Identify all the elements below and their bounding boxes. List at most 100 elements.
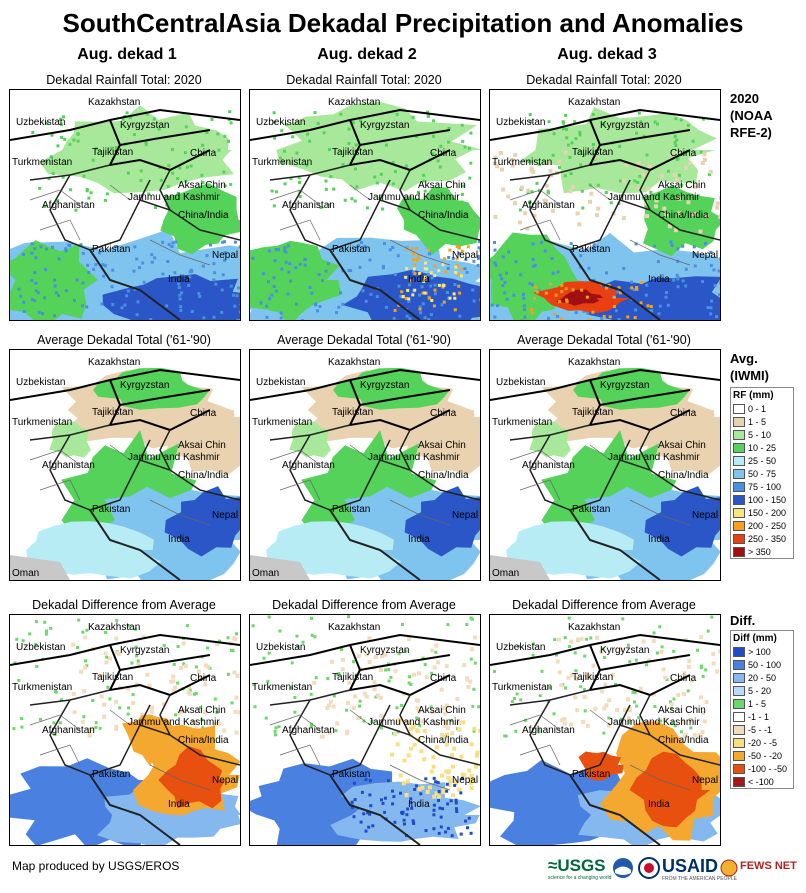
map-panel-rainfall-2020-2: Kazakhstan Uzbekistan Kyrgyzstan Tajikistan… xyxy=(249,89,481,321)
map-label-aksai-chin: Aksai Chin xyxy=(178,180,226,191)
rainfall-legend-label: 10 - 25 xyxy=(748,442,777,453)
map-label-uzbekistan: Uzbekistan xyxy=(256,642,305,653)
map-label-jammu-kashmir: Jammu and Kashmir xyxy=(368,192,460,203)
map-image: Kazakhstan Uzbekistan Kyrgyzstan Tajikistan… xyxy=(250,97,480,320)
difference-legend-label: -100 - -50 xyxy=(748,763,788,774)
row-label-line: RFE-2) xyxy=(730,125,772,140)
map-label-afghanistan: Afghanistan xyxy=(282,725,335,736)
map-label-pakistan: Pakistan xyxy=(572,769,610,780)
map-label-afghanistan: Afghanistan xyxy=(522,200,575,211)
difference-legend-label: -20 - -5 xyxy=(748,737,778,748)
map-label-nepal: Nepal xyxy=(212,250,238,261)
rainfall-legend-label: 25 - 50 xyxy=(748,455,777,466)
row-label-line: (IWMI) xyxy=(730,368,769,383)
rainfall-legend-label: 200 - 250 xyxy=(748,520,787,531)
rainfall-legend-title: RF (mm) xyxy=(733,390,774,401)
map-panel-average-2: Kazakhstan Uzbekistan Kyrgyzstan Tajikistan… xyxy=(249,349,481,581)
difference-legend-item: -1 - 1 xyxy=(731,710,793,723)
map-label-turkmenistan: Turkmenistan xyxy=(252,157,312,168)
panel-title-difference-3: Dekadal Difference from Average xyxy=(512,598,696,612)
map-label-jammu-kashmir: Jammu and Kashmir xyxy=(608,452,700,463)
map-label-tajikistan: Tajikistan xyxy=(332,672,373,683)
rainfall-legend-swatch xyxy=(733,494,745,505)
map-image: Kazakhstan Uzbekistan Kyrgyzstan Tajikistan… xyxy=(250,615,480,845)
difference-legend-label: 5 - 20 xyxy=(748,685,772,696)
map-label-uzbekistan: Uzbekistan xyxy=(496,377,545,388)
map-label-china: China xyxy=(670,408,697,419)
usaid-tagline: FROM THE AMERICAN PEOPLE xyxy=(662,876,737,882)
map-label-tajikistan: Tajikistan xyxy=(92,407,133,418)
map-label-aksai-chin: Aksai Chin xyxy=(418,440,466,451)
rainfall-legend-item: 250 - 350 xyxy=(731,532,793,545)
rainfall-legend-swatch xyxy=(733,429,745,440)
rainfall-legend-label: 150 - 200 xyxy=(748,507,787,518)
difference-legend-swatch xyxy=(733,659,745,670)
difference-legend-swatch xyxy=(733,737,745,748)
map-label-jammu-kashmir: Jammu and Kashmir xyxy=(128,452,220,463)
map-label-jammu-kashmir: Jammu and Kashmir xyxy=(608,717,700,728)
map-panel-difference-2: Kazakhstan Uzbekistan Kyrgyzstan Tajikistan… xyxy=(249,614,481,846)
map-label-pakistan: Pakistan xyxy=(332,504,370,515)
panel-title-difference-2: Dekadal Difference from Average xyxy=(272,598,456,612)
difference-legend-swatch xyxy=(733,698,745,709)
noaa-logo-icon xyxy=(613,858,633,878)
fews-net-logo: FEWS NET xyxy=(740,860,797,872)
map-label-china-india: China/India xyxy=(178,735,229,746)
map-label-china-india: China/India xyxy=(658,735,709,746)
map-panel-difference-3: Kazakhstan Uzbekistan Kyrgyzstan Tajikistan… xyxy=(489,614,721,846)
map-image: Kazakhstan Uzbekistan Kyrgyzstan Tajikistan… xyxy=(490,615,720,845)
map-image: Kazakhstan Uzbekistan Kyrgyzstan Tajikistan… xyxy=(490,97,720,320)
map-label-turkmenistan: Turkmenistan xyxy=(492,157,552,168)
map-label-kyrgyzstan: Kyrgyzstan xyxy=(600,380,649,391)
map-label-jammu-kashmir: Jammu and Kashmir xyxy=(368,717,460,728)
difference-legend-item: 5 - 20 xyxy=(731,684,793,697)
difference-legend-swatch xyxy=(733,776,745,787)
map-label-uzbekistan: Uzbekistan xyxy=(16,642,65,653)
map-label-aksai-chin: Aksai Chin xyxy=(658,705,706,716)
map-image: Kazakhstan Uzbekistan Kyrgyzstan Tajikistan… xyxy=(250,357,480,580)
row-label-average: Avg. (IWMI) xyxy=(730,350,769,384)
map-label-china: China xyxy=(430,408,457,419)
credit-text: Map produced by USGS/EROS xyxy=(12,859,180,873)
map-label-kazakhstan: Kazakhstan xyxy=(568,357,620,368)
map-label-afghanistan: Afghanistan xyxy=(282,200,335,211)
difference-legend-item: > 100 xyxy=(731,645,793,658)
map-label-nepal: Nepal xyxy=(212,775,238,786)
rainfall-legend-swatch xyxy=(733,546,745,557)
map-label-china: China xyxy=(670,673,697,684)
map-label-afghanistan: Afghanistan xyxy=(42,200,95,211)
map-label-uzbekistan: Uzbekistan xyxy=(16,117,65,128)
difference-legend-item: 20 - 50 xyxy=(731,671,793,684)
usgs-tagline: science for a changing world xyxy=(548,875,612,881)
rainfall-legend-label: 250 - 350 xyxy=(748,533,787,544)
map-label-afghanistan: Afghanistan xyxy=(42,460,95,471)
difference-legend-item: 1 - 5 xyxy=(731,697,793,710)
rainfall-legend-label: 5 - 10 xyxy=(748,429,772,440)
fews-globe-icon xyxy=(720,859,738,877)
difference-legend-swatch xyxy=(733,763,745,774)
map-label-afghanistan: Afghanistan xyxy=(522,460,575,471)
usaid-seal-icon xyxy=(638,857,660,879)
map-label-aksai-chin: Aksai Chin xyxy=(658,440,706,451)
row-label-line: Avg. xyxy=(730,351,758,366)
difference-legend-swatch xyxy=(733,646,745,657)
map-panel-rainfall-2020-3: Kazakhstan Uzbekistan Kyrgyzstan Tajikistan… xyxy=(489,89,721,321)
map-label-jammu-kashmir: Jammu and Kashmir xyxy=(368,452,460,463)
difference-legend-label: < -100 xyxy=(748,776,774,787)
map-label-nepal: Nepal xyxy=(692,775,718,786)
map-image: Kazakhstan Uzbekistan Kyrgyzstan Tajikistan… xyxy=(10,618,240,845)
map-label-kyrgyzstan: Kyrgyzstan xyxy=(120,645,169,656)
map-label-pakistan: Pakistan xyxy=(92,504,130,515)
map-label-turkmenistan: Turkmenistan xyxy=(252,417,312,428)
difference-legend-swatch xyxy=(733,672,745,683)
map-label-kyrgyzstan: Kyrgyzstan xyxy=(120,120,169,131)
map-label-nepal: Nepal xyxy=(212,510,238,521)
map-label-pakistan: Pakistan xyxy=(92,769,130,780)
map-label-china-india: China/India xyxy=(178,210,229,221)
map-label-nepal: Nepal xyxy=(452,775,478,786)
rainfall-legend-label: 50 - 75 xyxy=(748,468,777,479)
rainfall-legend-item: 100 - 150 xyxy=(731,493,793,506)
map-label-kazakhstan: Kazakhstan xyxy=(328,357,380,368)
map-label-nepal: Nepal xyxy=(452,250,478,261)
map-label-china-india: China/India xyxy=(658,210,709,221)
